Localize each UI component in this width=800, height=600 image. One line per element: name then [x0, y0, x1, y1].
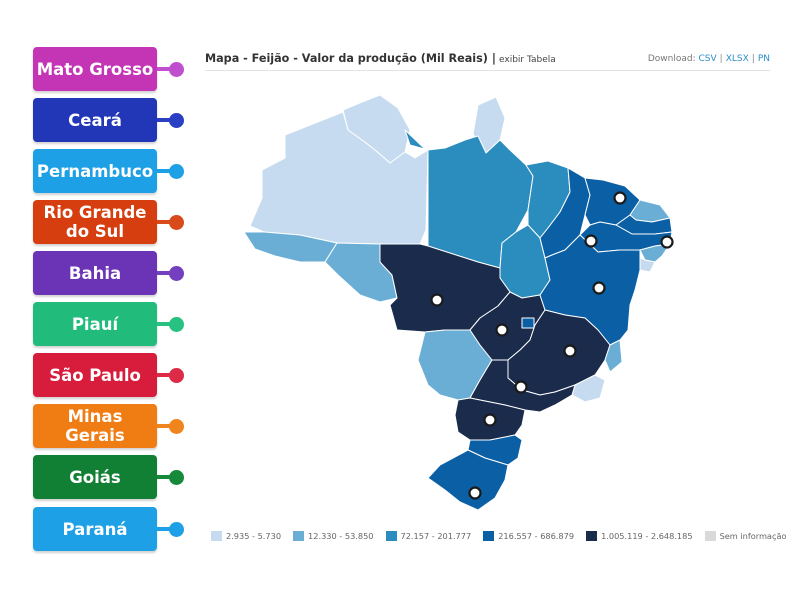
drop-target-rio-grande-do-sul[interactable] — [468, 486, 482, 500]
legend-item: 72.157 - 201.777 — [385, 531, 472, 541]
label-drag-handle[interactable] — [169, 62, 184, 77]
label-text: Piauí — [71, 314, 119, 334]
label-connector — [157, 475, 171, 479]
map-title-row: Mapa - Feijão - Valor da produção (Mil R… — [205, 52, 556, 65]
legend-label: 2.935 - 5.730 — [226, 531, 282, 541]
label-drag-handle[interactable] — [169, 470, 184, 485]
label-tile-minas-gerais[interactable]: Minas Gerais — [33, 404, 157, 448]
label-tile-ceara[interactable]: Ceará — [33, 98, 157, 142]
label-drag-handle[interactable] — [169, 164, 184, 179]
label-text: Paraná — [62, 519, 128, 539]
label-text: Mato Grosso — [36, 59, 154, 79]
title-separator: | — [491, 52, 496, 65]
legend-swatch — [586, 531, 598, 541]
label-drag-handle[interactable] — [169, 419, 184, 434]
drop-target-mato-grosso[interactable] — [430, 293, 444, 307]
label-text: São Paulo — [49, 365, 141, 385]
drop-target-pernambuco[interactable] — [660, 235, 674, 249]
label-connector — [157, 271, 171, 275]
label-drag-handle[interactable] — [169, 215, 184, 230]
drop-target-ceara[interactable] — [613, 191, 627, 205]
label-connector — [157, 220, 171, 224]
legend-item: 2.935 - 5.730 — [211, 531, 281, 541]
label-tile-parana[interactable]: Paraná — [33, 507, 157, 551]
label-tile-rio-grande-do-sul[interactable]: Rio Grande do Sul — [33, 200, 157, 244]
label-connector — [157, 373, 171, 377]
legend-swatch — [385, 531, 397, 541]
download-area: Download: CSV | XLSX | PN — [648, 54, 770, 64]
label-tile-mato-grosso[interactable]: Mato Grosso — [33, 47, 157, 91]
legend-label: 72.157 - 201.777 — [400, 531, 472, 541]
legend-label: 216.557 - 686.879 — [498, 531, 575, 541]
label-text: Pernambuco — [36, 161, 154, 181]
legend-swatch — [211, 531, 222, 541]
label-connector — [157, 322, 171, 326]
label-drag-handle[interactable] — [169, 317, 184, 332]
state-espirito-santo — [604, 339, 623, 373]
label-connector — [157, 169, 171, 173]
map-legend: 2.935 - 5.730 12.330 - 53.850 72.157 - 2… — [211, 529, 798, 543]
legend-label: Sem informação — [719, 531, 787, 541]
legend-item: Sem informação — [704, 531, 787, 541]
download-label: Download: — [647, 54, 696, 64]
show-table-link[interactable]: exibir Tabela — [498, 55, 556, 65]
legend-item: 12.330 - 53.850 — [293, 531, 374, 541]
map-title: Mapa - Feijão - Valor da produção (Mil R… — [205, 52, 488, 65]
label-drag-handle[interactable] — [169, 368, 184, 383]
download-csv-link[interactable]: CSV — [698, 54, 717, 64]
label-text: Bahia — [68, 263, 122, 283]
drop-target-goias[interactable] — [495, 323, 509, 337]
label-tile-pernambuco[interactable]: Pernambuco — [33, 149, 157, 193]
label-text: Rio Grande do Sul — [43, 203, 147, 241]
label-tile-piaui[interactable]: Piauí — [33, 302, 157, 346]
label-drag-handle[interactable] — [169, 522, 184, 537]
legend-swatch — [293, 531, 305, 541]
drop-target-sao-paulo[interactable] — [514, 380, 528, 394]
label-tile-goias[interactable]: Goiás — [33, 455, 157, 499]
label-connector — [157, 67, 171, 71]
drop-target-parana[interactable] — [483, 413, 497, 427]
legend-item: 1.005.119 - 2.648.185 — [586, 531, 693, 541]
legend-label: 1.005.119 - 2.648.185 — [601, 531, 693, 541]
label-connector — [157, 424, 171, 428]
drop-target-minas-gerais[interactable] — [563, 344, 577, 358]
label-tile-sao-paulo[interactable]: São Paulo — [33, 353, 157, 397]
drop-target-bahia[interactable] — [592, 281, 606, 295]
divider: | — [751, 54, 755, 64]
legend-label: 12.330 - 53.850 — [308, 531, 374, 541]
state-amazonas — [249, 111, 429, 245]
label-text: Goiás — [69, 467, 121, 487]
label-connector — [157, 118, 171, 122]
label-text: Ceará — [68, 110, 122, 130]
legend-swatch — [704, 531, 716, 541]
map-header: Mapa - Feijão - Valor da produção (Mil R… — [205, 50, 770, 71]
label-drag-handle[interactable] — [169, 113, 184, 128]
state-rio-grande-do-sul — [427, 449, 509, 511]
legend-item: 216.557 - 686.879 — [483, 531, 574, 541]
label-text: Minas Gerais — [65, 407, 125, 445]
download-png-link[interactable]: PN — [757, 54, 770, 64]
state-distrito-federal — [521, 317, 535, 329]
label-connector — [157, 527, 171, 531]
divider: | — [719, 54, 723, 64]
download-xlsx-link[interactable]: XLSX — [725, 54, 749, 64]
label-tile-bahia[interactable]: Bahia — [33, 251, 157, 295]
label-drag-handle[interactable] — [169, 266, 184, 281]
legend-swatch — [483, 531, 495, 541]
drop-target-piaui[interactable] — [584, 234, 598, 248]
